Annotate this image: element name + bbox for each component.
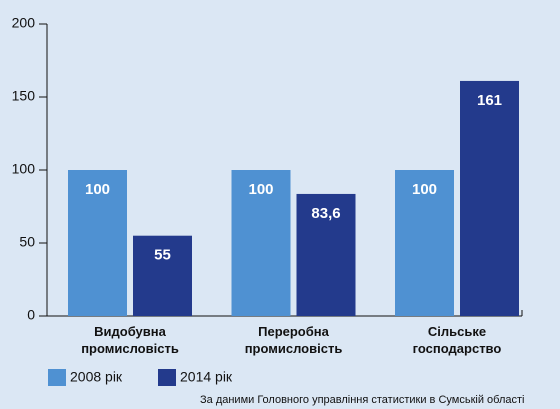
legend-swatch <box>48 369 66 386</box>
y-tick-label: 200 <box>12 15 36 31</box>
bar <box>296 193 356 316</box>
value-label: 83,6 <box>311 205 340 222</box>
source-note: За даними Головного управління статистик… <box>200 394 524 406</box>
legend-label: 2008 рік <box>70 369 123 385</box>
x-tick-label-line: Видобувна <box>94 324 167 339</box>
y-tick-label: 50 <box>19 234 35 250</box>
x-tick-label-line: Переробна <box>258 324 330 339</box>
value-label: 100 <box>248 181 273 198</box>
bar <box>460 80 519 316</box>
x-tick-label-line: промисловість <box>245 341 343 356</box>
bar <box>231 170 291 316</box>
value-label: 100 <box>85 181 110 198</box>
value-label: 100 <box>412 181 437 198</box>
value-label: 161 <box>477 92 502 109</box>
y-tick-label: 100 <box>12 161 36 177</box>
x-tick-label: Сільське господарство <box>413 324 502 356</box>
x-tick-label-line: Сільське <box>428 324 486 339</box>
x-tick-label-line: промисловість <box>81 341 179 356</box>
y-tick-label: 0 <box>27 307 35 323</box>
x-tick-label: Видобувна промисловість <box>81 324 179 356</box>
value-label: 55 <box>154 247 171 264</box>
legend-label: 2014 рік <box>180 369 233 385</box>
x-tick-label-line: господарство <box>413 341 502 356</box>
bar <box>133 235 192 316</box>
x-tick-label: Переробна промисловість <box>245 324 343 356</box>
legend-swatch <box>158 369 176 386</box>
bar <box>68 170 127 316</box>
y-tick-label: 150 <box>12 88 36 104</box>
bar <box>395 170 454 316</box>
